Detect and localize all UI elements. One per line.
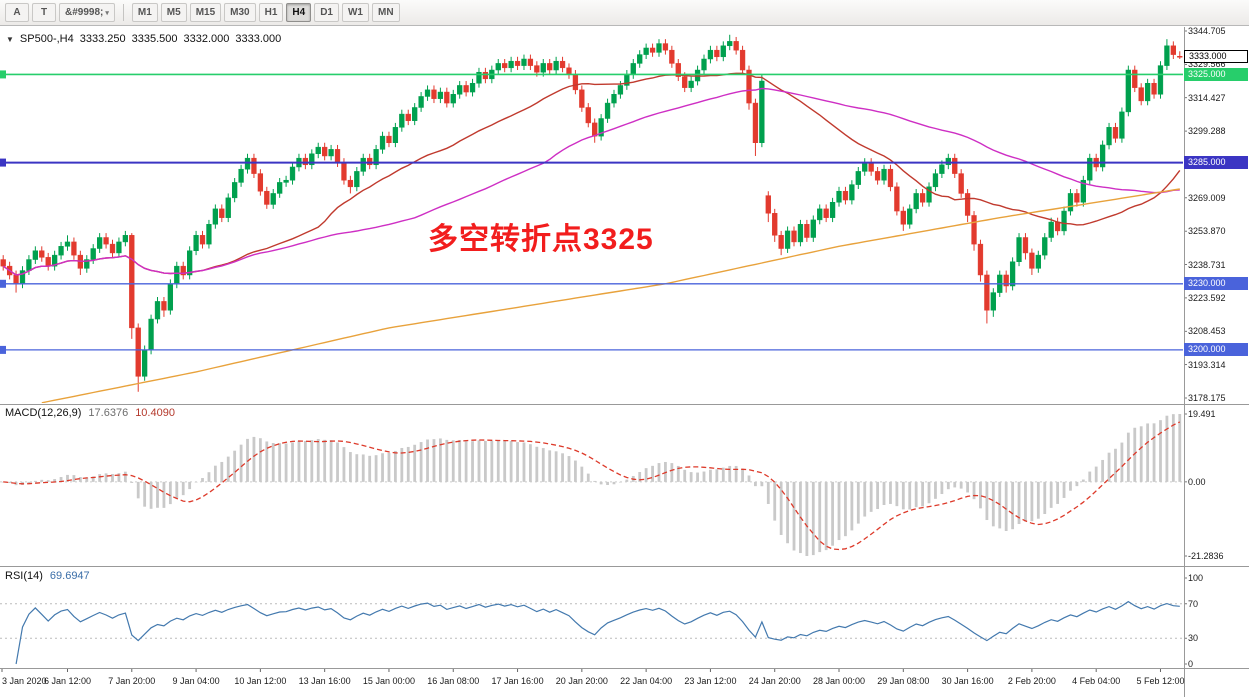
hline-left-marker bbox=[0, 279, 6, 288]
text-tool-button[interactable]: T bbox=[32, 3, 56, 22]
chart-symbol-period: SP500-,H4 bbox=[19, 33, 74, 45]
collapse-icon[interactable]: ▼ bbox=[6, 34, 14, 44]
drawing-tools-button[interactable]: &#9998; ▾ bbox=[59, 3, 115, 22]
ma-slow-line bbox=[41, 188, 1180, 403]
macd-histogram bbox=[1, 414, 1182, 556]
ohlc-high: 3335.500 bbox=[131, 33, 178, 45]
timeframe-h4-button[interactable]: H4 bbox=[286, 3, 312, 22]
macd-name: MACD(12,26,9) bbox=[5, 407, 82, 419]
toolbar: A T &#9998; ▾ M1 M5 M15 M30 H1 H4 D1 W1 … bbox=[0, 0, 1249, 26]
timeframe-d1-button[interactable]: D1 bbox=[314, 3, 339, 22]
macd-main-value: 17.6376 bbox=[88, 407, 129, 419]
timeframe-m5-button[interactable]: M5 bbox=[160, 3, 187, 22]
rsi-value: 69.6947 bbox=[49, 570, 90, 582]
pointer-tool-button[interactable]: A bbox=[5, 3, 29, 22]
timeframe-m30-button[interactable]: M30 bbox=[224, 3, 256, 22]
macd-signal-line bbox=[3, 421, 1181, 551]
hline-left-marker bbox=[0, 345, 6, 354]
ohlc-low: 3332.000 bbox=[183, 33, 230, 45]
rsi-indicator-label: RSI(14) 69.6947 bbox=[5, 570, 90, 582]
hline-left-marker bbox=[0, 70, 6, 79]
timeframe-mn-button[interactable]: MN bbox=[371, 3, 400, 22]
macd-signal-value: 10.4090 bbox=[135, 407, 175, 419]
timeframe-h1-button[interactable]: H1 bbox=[258, 3, 284, 22]
macd-indicator-label: MACD(12,26,9) 17.6376 10.4090 bbox=[5, 407, 175, 419]
timeframe-w1-button[interactable]: W1 bbox=[341, 3, 369, 22]
hline-left-marker bbox=[0, 158, 6, 167]
ma-medium-line bbox=[2, 87, 1180, 276]
rsi-line bbox=[15, 600, 1180, 665]
ohlc-close: 3333.000 bbox=[235, 33, 282, 45]
pencil-icon: &#9998; bbox=[65, 7, 104, 18]
chart-annotation-text[interactable]: 多空转折点3325 bbox=[428, 223, 654, 256]
toolbar-separator bbox=[122, 4, 124, 21]
ohlc-open: 3333.250 bbox=[79, 33, 126, 45]
rsi-name: RSI(14) bbox=[5, 570, 43, 582]
chevron-down-icon: ▾ bbox=[105, 9, 109, 17]
timeframe-m1-button[interactable]: M1 bbox=[131, 3, 158, 22]
timeframe-m15-button[interactable]: M15 bbox=[189, 3, 222, 22]
chart-header: ▼ SP500-,H4 3333.250 3335.500 3332.000 3… bbox=[6, 33, 281, 45]
